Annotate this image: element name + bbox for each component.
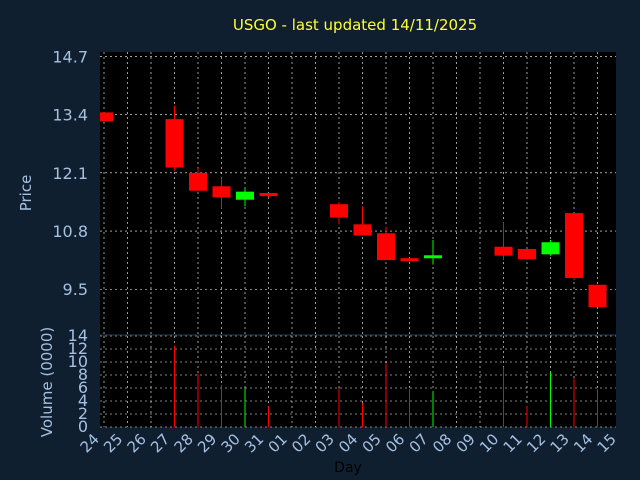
candle-body <box>494 246 513 256</box>
candle <box>353 206 372 236</box>
price-tick-label: 9.5 <box>63 280 88 299</box>
candle <box>424 240 442 265</box>
volume-tick-label: 4 <box>78 391 88 410</box>
volume-tick-label: 12 <box>68 339 88 358</box>
candle-body <box>353 224 372 236</box>
candle <box>565 213 583 281</box>
candle-body <box>236 191 254 200</box>
price-tick-label: 13.4 <box>52 106 88 125</box>
x-axis-label: Day <box>334 460 362 476</box>
candle-body <box>189 172 207 191</box>
candle-body <box>377 233 395 261</box>
price-plot-area <box>100 52 616 334</box>
candle <box>100 112 113 122</box>
chart-title: USGO - last updated 14/11/2025 <box>233 16 477 34</box>
volume-plot-area <box>100 336 616 427</box>
candle-body <box>259 193 278 197</box>
candle <box>400 257 419 262</box>
candle <box>541 240 560 256</box>
candle <box>236 188 254 207</box>
candle-body <box>424 255 442 259</box>
candle <box>212 177 231 209</box>
candle-body <box>541 242 560 255</box>
volume-tick-label: 10 <box>68 352 88 371</box>
volume-tick-label: 14 <box>68 326 88 345</box>
candle-body <box>588 284 607 308</box>
price-tick-label: 14.7 <box>52 47 88 66</box>
candle <box>259 193 278 198</box>
price-y-ticks: 14.7 13.4 12.1 10.8 9.5 <box>52 47 88 299</box>
candle <box>588 284 607 308</box>
candlestick-series <box>100 105 607 308</box>
volume-tick-label: 2 <box>78 404 88 423</box>
candle-body <box>518 248 536 260</box>
volume-tick-label: 0 <box>78 417 88 436</box>
volume-series <box>174 345 598 427</box>
candle-body <box>330 204 348 218</box>
candle <box>189 168 207 191</box>
candle-body <box>212 186 231 198</box>
price-tick-label: 12.1 <box>52 164 88 183</box>
volume-tick-label: 8 <box>78 365 88 384</box>
candle-body <box>400 258 419 262</box>
candle <box>494 222 513 261</box>
candle <box>165 105 184 171</box>
x-axis-ticks: 2425262728293031010203040506070809101112… <box>77 430 620 456</box>
price-axis-label: Price <box>17 175 35 212</box>
candle-body <box>100 112 113 122</box>
volume-axis-label: Volume (0000) <box>38 327 56 437</box>
volume-tick-label: 6 <box>78 378 88 397</box>
price-tick-label: 10.8 <box>52 222 88 241</box>
candle <box>518 248 536 261</box>
candle <box>377 226 395 261</box>
candle-body <box>165 119 184 168</box>
candle <box>330 201 348 225</box>
candle-body <box>565 213 583 279</box>
